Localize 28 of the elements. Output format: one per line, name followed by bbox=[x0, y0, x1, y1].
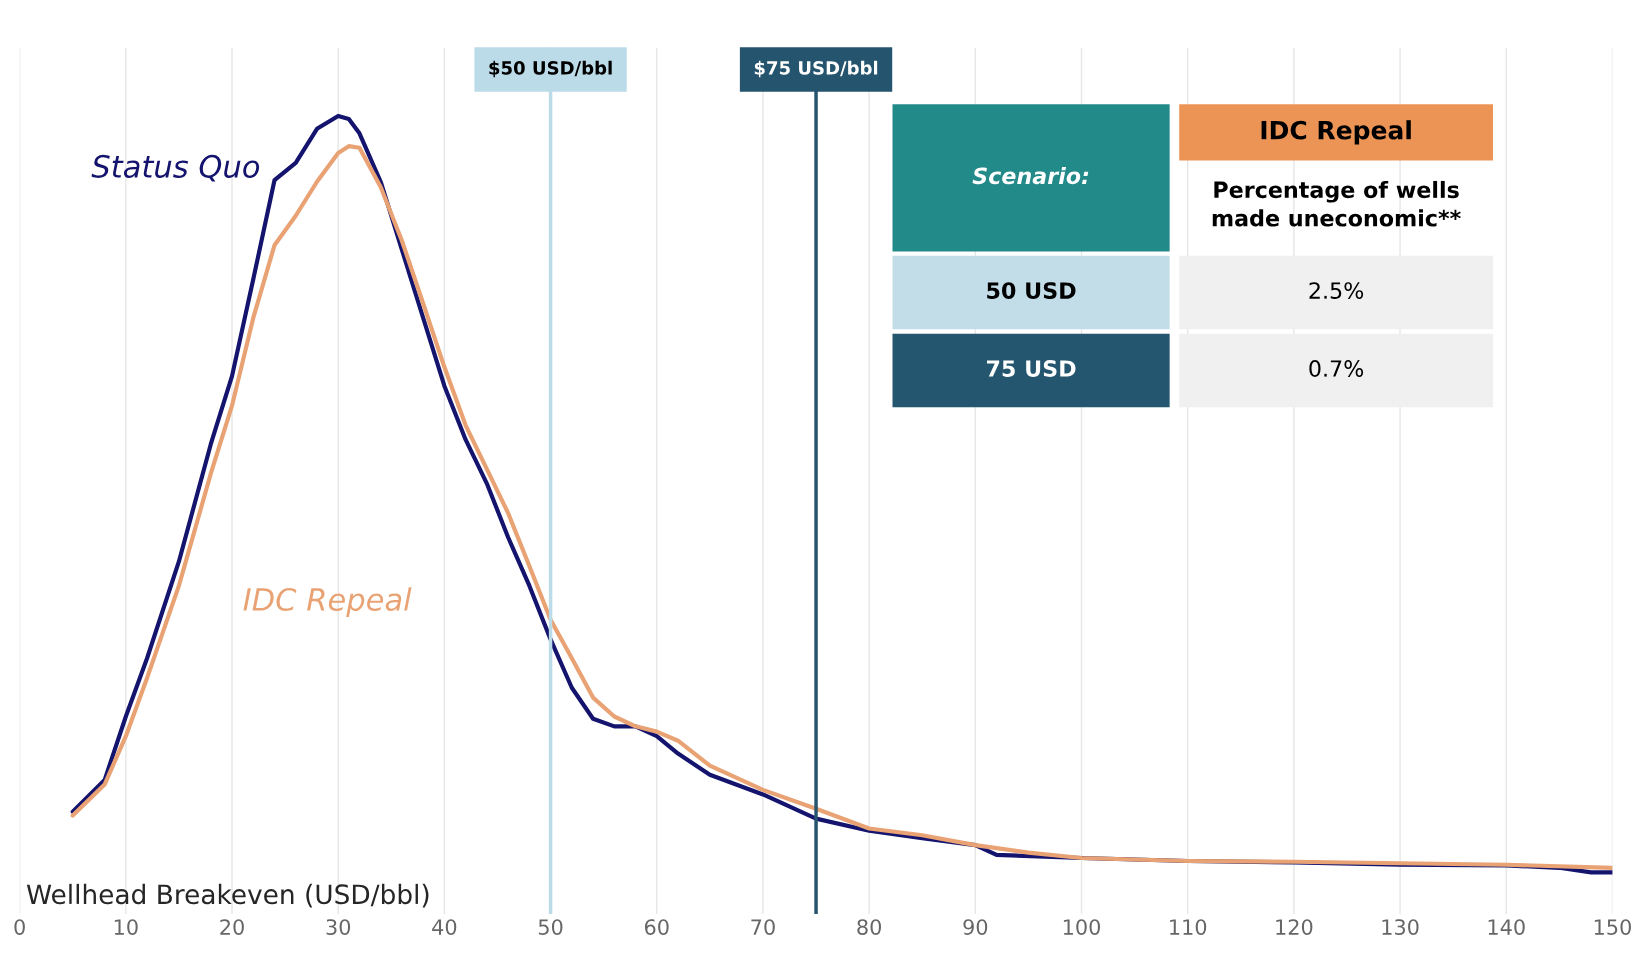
ref-line-label: $75 USD/bbl bbox=[754, 60, 878, 78]
x-tick-label: 120 bbox=[1276, 919, 1313, 935]
ref-line-label: $50 USD/bbl bbox=[489, 60, 612, 78]
annotation: 2.5% bbox=[1309, 282, 1364, 299]
x-tick-label: 140 bbox=[1488, 919, 1525, 935]
series-label: Status Quo bbox=[91, 154, 260, 182]
x-tick-label: 60 bbox=[644, 919, 669, 935]
x-tick-label: 150 bbox=[1594, 919, 1631, 935]
text: IDC Repeal bbox=[243, 587, 412, 617]
annotation: 50 USD bbox=[987, 282, 1076, 299]
x-tick-label: 0 bbox=[14, 919, 25, 935]
x-tick-label: 30 bbox=[326, 919, 351, 935]
x-tick-label: 40 bbox=[432, 919, 457, 935]
x-tick-label: 10 bbox=[114, 919, 138, 935]
x-tick-label: 50 bbox=[538, 919, 563, 935]
x-tick-label: 20 bbox=[220, 919, 244, 935]
x-tick-label: 110 bbox=[1170, 919, 1207, 935]
x-tick-label: 80 bbox=[857, 919, 882, 935]
x-tick-label: 100 bbox=[1063, 919, 1101, 935]
annotation: 75 USD bbox=[986, 360, 1076, 377]
annotation: Scenario: bbox=[972, 167, 1089, 185]
annotation: 0.7% bbox=[1309, 360, 1364, 377]
x-axis-title: Wellhead Breakeven (USD/bbl) bbox=[26, 883, 429, 908]
x-tick-label: 90 bbox=[963, 919, 988, 935]
x-tick-label: 130 bbox=[1382, 919, 1419, 935]
x-tick-label: 70 bbox=[751, 919, 775, 935]
annotation: IDC Repeal bbox=[1261, 120, 1411, 145]
annotation: Percentage of wells made uneconomic** bbox=[1212, 180, 1461, 227]
